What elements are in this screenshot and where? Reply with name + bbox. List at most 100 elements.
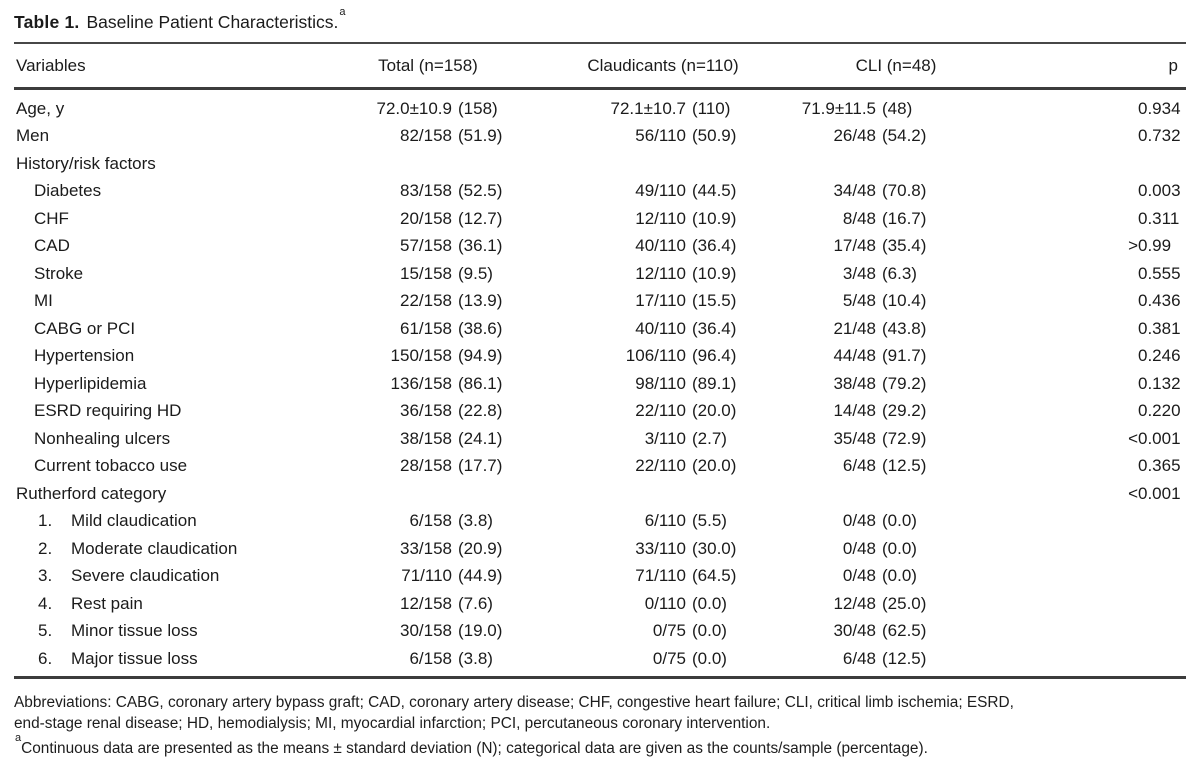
row-label: ESRD requiring HD — [34, 401, 182, 421]
cli-count: 71.9±11.5 — [801, 98, 876, 118]
table-row: Rutherford category <0.001 — [14, 480, 1186, 508]
row-label: MI — [34, 291, 53, 311]
total-count: 6/158 — [409, 511, 452, 531]
claudicants-value-cell: 106/110 (96.4) — [544, 346, 782, 366]
row-label: History/risk factors — [16, 153, 156, 173]
claudicants-value-cell: 22/110 (20.0) — [544, 456, 782, 476]
total-value-cell: 61/158 (38.6) — [312, 319, 544, 339]
claudicants-value-cell: 40/110 (36.4) — [544, 319, 782, 339]
p-value: 0.381 — [1138, 318, 1181, 338]
total-count: 83/158 — [400, 181, 452, 201]
claudicants-count: 6/110 — [644, 511, 686, 531]
row-label: Current tobacco use — [34, 456, 188, 476]
claudicants-value-cell: 12/110 (10.9) — [544, 264, 782, 284]
total-value-cell: 12/158 (7.6) — [312, 594, 544, 614]
p-comparator — [1010, 456, 1138, 476]
cli-count: 14/48 — [833, 401, 876, 421]
total-percentage: (94.9) — [458, 346, 503, 366]
variable-cell: 6. Major tissue loss — [14, 649, 312, 669]
claudicants-count: 0/110 — [644, 593, 686, 613]
column-header-total: Total (n=158) — [378, 55, 478, 75]
total-value-cell: 150/158 (94.9) — [312, 346, 544, 366]
cli-value-cell: 3/48 (6.3) — [782, 264, 1010, 284]
title-footnote-marker: a — [339, 6, 346, 19]
total-value-cell: 33/158 (20.9) — [312, 539, 544, 559]
cli-value-cell: 0/48 (0.0) — [782, 511, 1010, 531]
p-comparator — [1010, 401, 1138, 421]
claudicants-count: 40/110 — [635, 318, 686, 338]
table-row: 1. Mild claudication 6/158 (3.8) 6/110 (5.… — [14, 508, 1186, 536]
total-percentage: (20.9) — [458, 538, 503, 558]
claudicants-percentage: (20.0) — [692, 456, 737, 476]
cli-percentage: (91.7) — [882, 346, 927, 366]
total-count: 28/158 — [400, 456, 452, 476]
total-percentage: (13.9) — [458, 291, 503, 311]
total-value-cell: 57/158 (36.1) — [312, 236, 544, 256]
claudicants-count: 22/110 — [635, 401, 686, 421]
variable-cell: Stroke — [14, 264, 312, 284]
variable-cell: Rutherford category — [14, 484, 312, 504]
total-percentage: (36.1) — [458, 236, 503, 256]
total-count: 12/158 — [400, 593, 452, 613]
total-count: 136/158 — [390, 373, 452, 393]
row-label: Hyperlipidemia — [34, 373, 147, 393]
claudicants-percentage: (0.0) — [692, 593, 727, 613]
claudicants-percentage: (30.0) — [692, 538, 737, 558]
cli-value-cell: 17/48 (35.4) — [782, 236, 1010, 256]
p-value: 0.934 — [1138, 98, 1181, 118]
table-row: Diabetes 83/158 (52.5) 49/110 (44.5) 34/48… — [14, 178, 1186, 206]
total-count: 22/158 — [400, 291, 452, 311]
claudicants-percentage: (44.5) — [692, 181, 737, 201]
total-percentage: (24.1) — [458, 428, 503, 448]
p-value-cell: 0.220 — [1010, 401, 1186, 421]
p-value: 0.246 — [1138, 346, 1181, 366]
claudicants-percentage: (50.9) — [692, 126, 737, 146]
cli-count: 17/48 — [833, 236, 876, 256]
cli-value-cell: 30/48 (62.5) — [782, 621, 1010, 641]
table-row: Current tobacco use 28/158 (17.7) 22/110 (… — [14, 453, 1186, 481]
cli-percentage: (48) — [882, 98, 913, 118]
row-label: Rest pain — [71, 593, 143, 613]
total-percentage: (86.1) — [458, 373, 503, 393]
total-value-cell: 83/158 (52.5) — [312, 181, 544, 201]
p-comparator — [1010, 209, 1138, 229]
cli-percentage: (10.4) — [882, 291, 927, 311]
claudicants-value-cell: 3/110 (2.7) — [544, 429, 782, 449]
p-comparator — [1010, 291, 1138, 311]
row-number: 6. — [38, 648, 53, 668]
claudicants-value-cell: 71/110 (64.5) — [544, 566, 782, 586]
claudicants-value-cell: 72.1±10.7 (110) — [544, 99, 782, 119]
cli-percentage: (79.2) — [882, 373, 927, 393]
cli-percentage: (54.2) — [882, 126, 927, 146]
p-value-cell: 0.311 — [1010, 209, 1186, 229]
cli-count: 6/48 — [842, 456, 876, 476]
p-value: 0.220 — [1138, 401, 1181, 421]
total-count: 20/158 — [400, 208, 452, 228]
cli-count: 12/48 — [833, 593, 876, 613]
cli-value-cell: 44/48 (91.7) — [782, 346, 1010, 366]
row-number: 2. — [38, 538, 53, 558]
total-count: 36/158 — [400, 401, 452, 421]
total-value-cell: 6/158 (3.8) — [312, 511, 544, 531]
total-value-cell: 15/158 (9.5) — [312, 264, 544, 284]
claudicants-percentage: (5.5) — [692, 511, 727, 531]
cli-count: 6/48 — [842, 648, 876, 668]
table-row: 2. Moderate claudication 33/158 (20.9) 33… — [14, 535, 1186, 563]
row-label: Major tissue loss — [71, 648, 198, 668]
p-value-cell: 0.365 — [1010, 456, 1186, 476]
table-row: 4. Rest pain 12/158 (7.6) 0/110 (0.0) 12/4… — [14, 590, 1186, 618]
table-row: CAD 57/158 (36.1) 40/110 (36.4) 17/48 (35.4… — [14, 233, 1186, 261]
cli-value-cell: 14/48 (29.2) — [782, 401, 1010, 421]
cli-value-cell: 0/48 (0.0) — [782, 539, 1010, 559]
cli-percentage: (12.5) — [882, 456, 927, 476]
variable-cell: 4. Rest pain — [14, 594, 312, 614]
total-count: 33/158 — [400, 538, 452, 558]
table-row: Stroke 15/158 (9.5) 12/110 (10.9) 3/48 (6.3… — [14, 260, 1186, 288]
p-value: 0.99 — [1138, 236, 1172, 256]
variable-cell: Hypertension — [14, 346, 312, 366]
total-percentage: (19.0) — [458, 621, 503, 641]
cli-value-cell: 8/48 (16.7) — [782, 209, 1010, 229]
cli-count: 21/48 — [833, 318, 876, 338]
cli-percentage: (0.0) — [882, 511, 917, 531]
claudicants-percentage: (20.0) — [692, 401, 737, 421]
